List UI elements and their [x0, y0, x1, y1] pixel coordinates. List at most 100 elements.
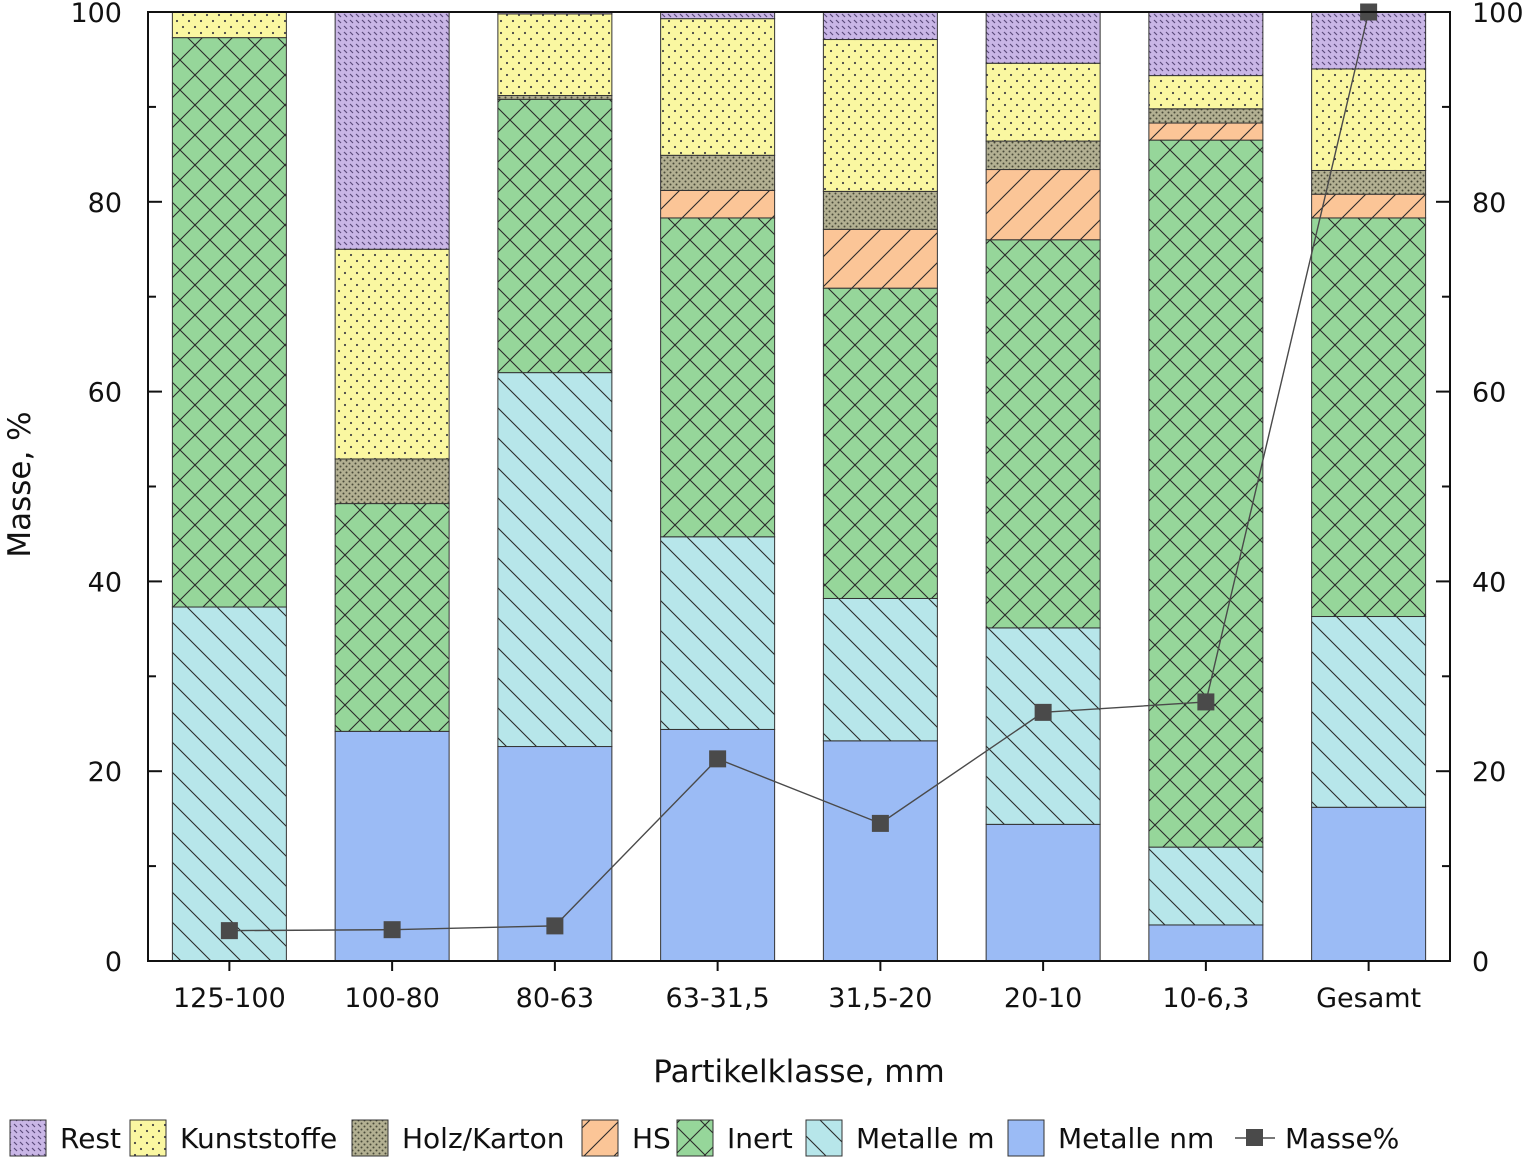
legend: Rest Kunststoffe Holz/Karton HS Inert Metalle… — [9, 1119, 1399, 1157]
bar-segment-hs — [1148, 122, 1264, 141]
bar-pattern — [823, 229, 938, 289]
bar-pattern — [660, 190, 775, 218]
bar-segment-kunststoffe — [171, 11, 287, 39]
legend-swatch-pattern — [352, 1120, 388, 1156]
legend-label: Kunststoffe — [180, 1122, 337, 1155]
bar-pattern — [335, 503, 450, 732]
bar-pattern — [1311, 68, 1426, 171]
x-tick-label: Gesamt — [1316, 983, 1421, 1014]
legend-swatch-outline — [9, 1119, 47, 1157]
bar-segment-inert — [1311, 217, 1427, 618]
legend-swatch — [1008, 1120, 1044, 1156]
bar-segment-metalle-m — [660, 536, 776, 730]
legend-item-metalle-nm: Metalle nm — [1007, 1119, 1214, 1157]
bar-pattern — [986, 141, 1101, 170]
bar-pattern — [1311, 170, 1426, 195]
bar-pattern — [660, 155, 775, 191]
bar-pattern — [172, 37, 287, 608]
legend-marker — [1246, 1129, 1263, 1146]
bar-pattern — [986, 12, 1101, 64]
legend-item-hs: HS — [581, 1119, 671, 1157]
bar-fill — [823, 740, 938, 961]
bar-segment-holz-karton — [497, 95, 613, 100]
bar-pattern — [823, 12, 938, 40]
bar-segment-inert — [171, 37, 287, 608]
y2-tick-label: 20 — [1472, 757, 1506, 788]
bar-segment-kunststoffe — [497, 13, 613, 97]
legend-item-masse: Masse% — [1235, 1122, 1399, 1155]
y-tick-label: 0 — [105, 947, 122, 978]
bar-segment-kunststoffe — [822, 39, 938, 192]
bar-segment-metalle-m — [1311, 616, 1427, 808]
legend-item-inert: Inert — [676, 1119, 793, 1157]
bar-pattern — [497, 13, 612, 96]
y2-tick-label: 100 — [1472, 0, 1524, 29]
bar-segment-holz-karton — [822, 190, 938, 230]
line-point — [871, 814, 889, 832]
bar-segment-rest — [334, 11, 450, 250]
legend-label: Holz/Karton — [402, 1122, 565, 1155]
bar-segment-holz-karton — [334, 458, 450, 505]
bar-pattern — [1148, 108, 1263, 124]
legend-label: HS — [632, 1122, 671, 1155]
x-tick-label: 10-6,3 — [1162, 983, 1249, 1014]
y-tick-label: 80 — [88, 188, 122, 219]
line-point — [1034, 703, 1052, 721]
bar-segment-metalle-m — [985, 627, 1101, 825]
legend-label: Inert — [727, 1122, 793, 1155]
bar-pattern — [823, 288, 938, 599]
bar-pattern — [1311, 194, 1426, 218]
bar-segment-rest — [822, 11, 938, 41]
bar-pattern — [1311, 616, 1426, 808]
x-tick-label: 31,5-20 — [828, 983, 932, 1014]
bar-pattern — [660, 536, 775, 730]
y2-tick-label: 0 — [1472, 947, 1489, 978]
bar-segment-hs — [822, 228, 938, 289]
bar-fill — [1148, 924, 1263, 961]
bar-segment-metalle-m — [171, 606, 287, 962]
legend-swatch-outline — [129, 1119, 167, 1157]
bar-segment-metalle-nm — [660, 728, 776, 962]
bar-pattern — [660, 217, 775, 537]
bar-pattern — [1148, 140, 1263, 848]
bar-pattern — [1311, 217, 1426, 617]
bar-pattern — [1148, 847, 1263, 925]
x-axis-title: Partikelklasse, mm — [653, 1054, 944, 1090]
legend-swatch-outline — [1007, 1119, 1045, 1157]
legend-swatch-pattern — [806, 1120, 842, 1156]
bar-pattern — [986, 169, 1101, 240]
bar-segment-inert — [985, 239, 1101, 629]
bar-segment-metalle-nm — [822, 740, 938, 962]
line-point — [220, 922, 238, 940]
bar-pattern — [497, 95, 612, 100]
bar-segment-holz-karton — [1148, 108, 1264, 124]
bar-segment-kunststoffe — [985, 62, 1101, 142]
x-tick-label: 63-31,5 — [666, 983, 770, 1014]
line-masse — [229, 11, 1370, 932]
bar-segment-holz-karton — [985, 140, 1101, 171]
y2-tick-label: 40 — [1472, 567, 1506, 598]
bar-segment-holz-karton — [660, 154, 776, 191]
bar-segment-kunststoffe — [1311, 68, 1427, 171]
y2-tick-label: 60 — [1472, 378, 1506, 409]
legend-swatch-outline — [805, 1119, 843, 1157]
legend-swatch-pattern — [582, 1120, 618, 1156]
bar-pattern — [1148, 12, 1263, 76]
legend-swatch-pattern — [10, 1120, 46, 1156]
y-tick-label: 20 — [88, 757, 122, 788]
bar-segment-hs — [985, 169, 1101, 241]
bar-pattern — [335, 458, 450, 504]
bar-pattern — [172, 607, 287, 961]
bar-pattern — [660, 12, 775, 19]
bar-fill — [660, 729, 775, 961]
bar-pattern — [986, 63, 1101, 142]
bar-segment-kunststoffe — [1148, 75, 1264, 110]
legend-item-holz-karton: Holz/Karton — [351, 1119, 565, 1157]
legend-label: Rest — [60, 1122, 121, 1155]
y2-tick-label: 80 — [1472, 188, 1506, 219]
line-point — [709, 750, 727, 768]
legend-item-rest: Rest — [9, 1119, 121, 1157]
bar-segment-hs — [1311, 193, 1427, 219]
legend-label: Metalle m — [856, 1122, 994, 1155]
